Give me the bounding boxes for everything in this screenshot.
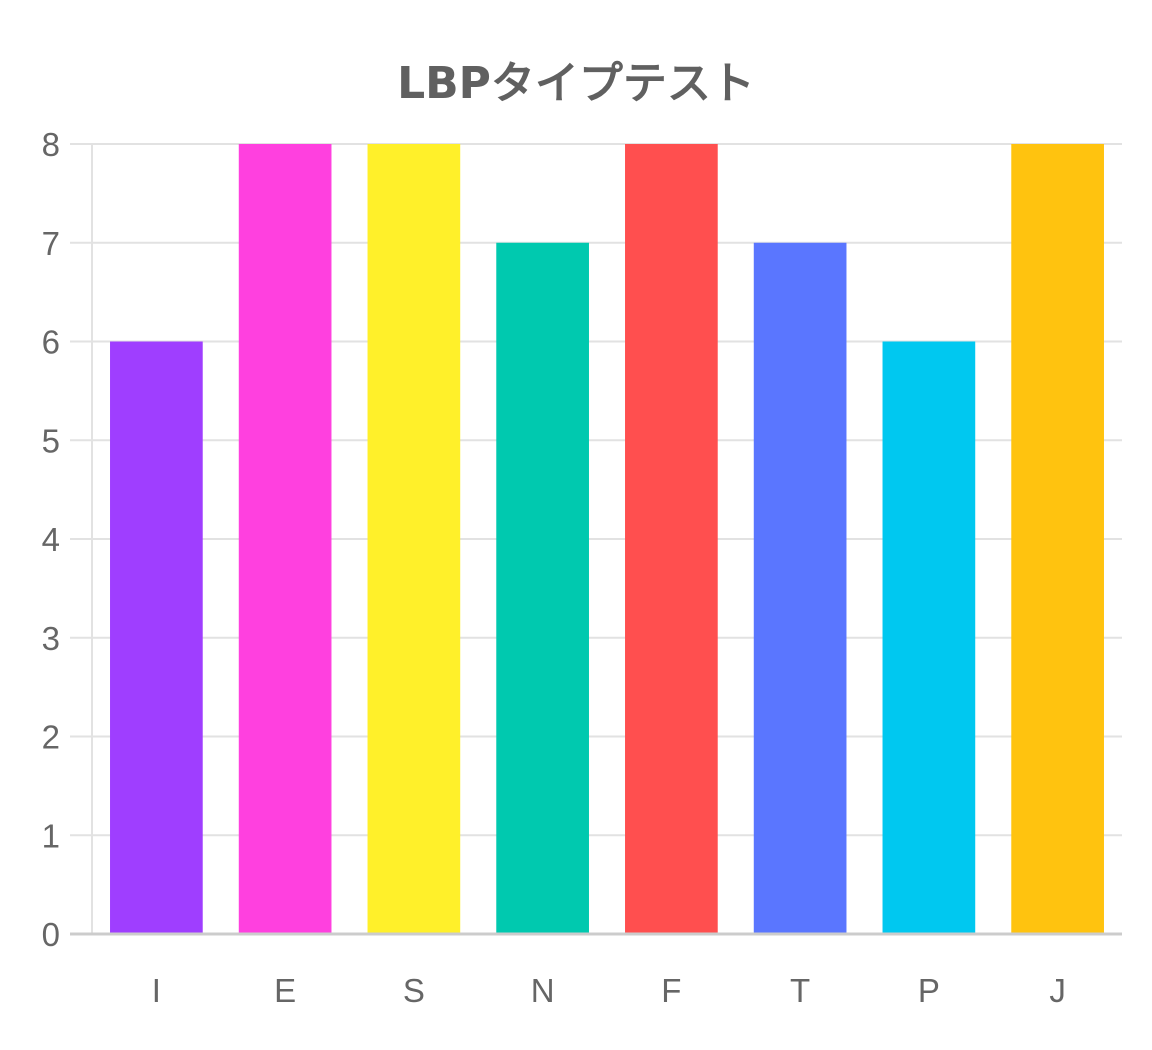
- y-tick-label: 6: [42, 324, 60, 361]
- bar-P: [882, 341, 976, 934]
- x-tick-label: N: [531, 972, 555, 1009]
- x-tick-label: I: [152, 972, 161, 1009]
- x-tick-label: E: [274, 972, 296, 1009]
- y-tick-label: 5: [42, 422, 60, 459]
- y-tick-label: 7: [42, 225, 60, 262]
- y-tick-labels: 0 1 2 3 4 5 6 7 8: [42, 126, 60, 953]
- x-tick-label: F: [661, 972, 681, 1009]
- bar-E: [238, 144, 332, 934]
- x-tick-label: S: [403, 972, 425, 1009]
- bar-I: [110, 341, 203, 934]
- x-tick-label: J: [1049, 972, 1066, 1009]
- x-tick-label: T: [790, 972, 810, 1009]
- bar-F: [625, 144, 718, 934]
- y-tick-label: 4: [42, 521, 60, 558]
- y-tick-label: 1: [42, 817, 60, 854]
- y-tick-label: 2: [42, 719, 60, 756]
- axes: [70, 144, 1122, 936]
- bars: [110, 144, 1104, 934]
- bar-N: [496, 242, 589, 934]
- bar-T: [753, 242, 847, 934]
- y-tick-label: 8: [42, 126, 60, 163]
- x-tick-label: P: [918, 972, 940, 1009]
- bar-J: [1011, 144, 1104, 934]
- bar-S: [367, 144, 461, 934]
- chart-title: LBPタイプテスト: [397, 58, 755, 109]
- y-tick-label: 0: [42, 916, 60, 953]
- y-tick-label: 3: [42, 620, 60, 657]
